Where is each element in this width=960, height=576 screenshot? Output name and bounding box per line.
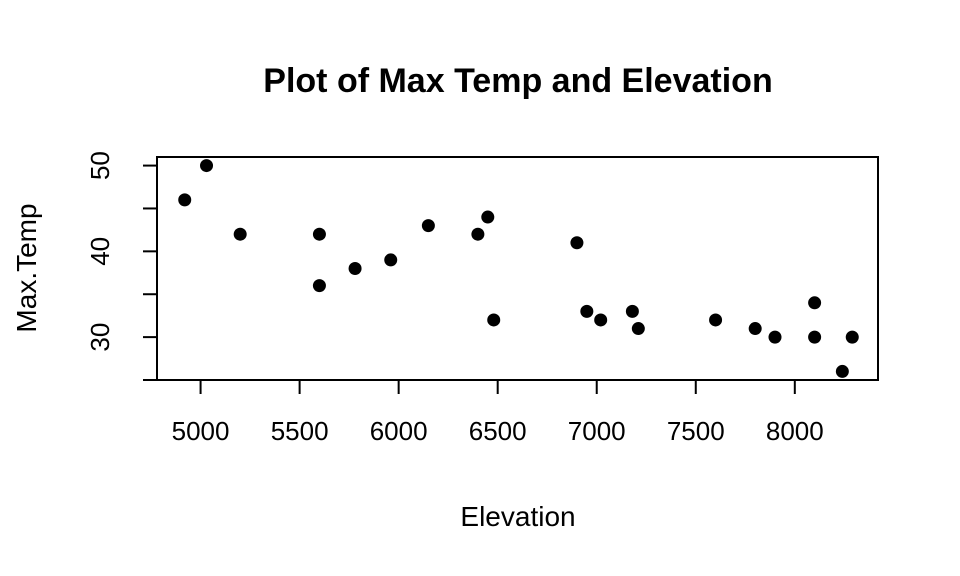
x-tick-label: 6000	[370, 416, 428, 446]
data-point	[709, 313, 723, 327]
data-point	[845, 330, 859, 344]
y-axis-ticks: 30 40 50	[85, 151, 157, 381]
chart-title: Plot of Max Temp and Elevation	[263, 62, 772, 100]
data-point	[631, 322, 645, 336]
data-point	[625, 304, 639, 318]
data-points	[178, 159, 859, 378]
data-point	[200, 159, 214, 173]
y-tick-label: 40	[85, 237, 115, 266]
data-point	[594, 313, 608, 327]
data-point	[178, 193, 192, 207]
x-tick-label: 6500	[469, 416, 527, 446]
data-point	[471, 227, 485, 241]
data-point	[808, 296, 822, 310]
data-point	[312, 227, 326, 241]
data-point	[808, 330, 822, 344]
x-tick-label: 7500	[667, 416, 725, 446]
y-axis-label: Max.Temp	[11, 203, 42, 332]
x-tick-label: 5000	[172, 416, 230, 446]
x-tick-label: 7000	[568, 416, 626, 446]
data-point	[835, 364, 849, 378]
data-point	[421, 219, 435, 233]
plot-frame	[156, 156, 879, 381]
x-axis-label: Elevation	[460, 501, 575, 532]
data-point	[487, 313, 501, 327]
x-tick-label: 8000	[766, 416, 824, 446]
data-point	[580, 304, 594, 318]
x-axis-ticks: 5000 5500 6000 6500 7000 7500 8000	[172, 380, 824, 446]
data-point	[748, 322, 762, 336]
data-point	[348, 262, 362, 275]
data-point	[570, 236, 584, 250]
x-tick-label: 5500	[271, 416, 329, 446]
y-tick-label: 50	[85, 151, 115, 180]
data-point	[768, 330, 782, 344]
y-tick-label: 30	[85, 323, 115, 352]
data-point	[384, 253, 398, 267]
data-point	[233, 227, 247, 241]
data-point	[312, 279, 326, 293]
data-point	[481, 210, 495, 224]
